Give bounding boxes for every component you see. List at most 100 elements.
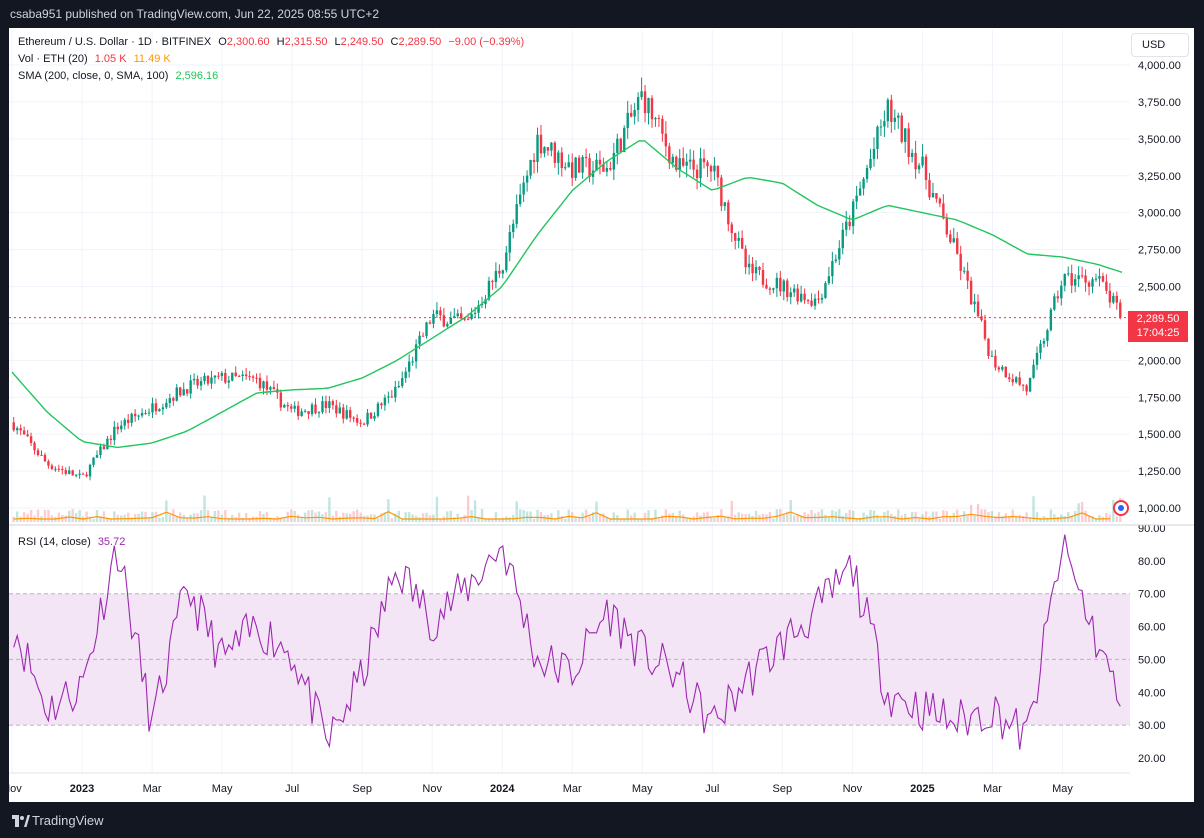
candle-body (338, 407, 341, 414)
candle-body (848, 221, 851, 227)
publisher-bar: csaba951 published on TradingView.com, J… (0, 0, 1204, 28)
candle-body (983, 320, 987, 339)
rsi-tick-label: 30.00 (1138, 720, 1166, 732)
volume-bar (1008, 517, 1011, 522)
volume-bar (869, 509, 872, 522)
sma-label[interactable]: SMA (200, close, 0, SMA, 100) (18, 70, 169, 82)
volume-bar (335, 510, 338, 522)
candle-body (772, 288, 775, 290)
rsi-axis[interactable]: 90.00 80.00 70.00 60.00 50.00 40.00 30.00 20.00 (1138, 523, 1166, 765)
volume-bar (88, 516, 92, 522)
low-value: 2,249.50 (340, 36, 384, 48)
volume-bar (161, 517, 165, 522)
candle-body (626, 112, 629, 128)
candle-body (85, 474, 88, 477)
candle-body (439, 310, 442, 316)
candle-body (109, 438, 113, 440)
volume-bar (695, 512, 699, 522)
volume-bar (1115, 516, 1118, 522)
candle-body (924, 156, 928, 181)
candle-body (342, 407, 345, 419)
candle-body (151, 403, 154, 413)
volume-bar (480, 509, 484, 522)
volume-bar (203, 495, 206, 522)
volume-legend: Vol · ETH (20) 1.05 K 11.49 K (18, 52, 171, 66)
volume-scale-icon[interactable] (1113, 500, 1129, 516)
candle-body (612, 152, 616, 170)
candle-body (244, 374, 248, 377)
candle-body (1077, 275, 1080, 280)
candle-body (997, 367, 1001, 370)
price-axis[interactable]: 4,000.00 3,750.00 3,500.00 3,250.00 3,000.00… (1138, 60, 1181, 515)
volume-bar (449, 510, 452, 522)
volume-bar (1091, 516, 1094, 522)
candle-body (508, 232, 511, 253)
candle-body (168, 398, 172, 403)
volume-bar (935, 511, 938, 522)
price-tick-label: 4,000.00 (1138, 60, 1181, 72)
volume-bar (647, 510, 650, 522)
time-tick-label: May (1052, 783, 1073, 795)
candle-body (588, 158, 591, 177)
volume-bar (851, 510, 855, 522)
candle-body (1018, 377, 1021, 385)
volume-bar (29, 509, 33, 522)
candle-body (661, 118, 664, 134)
candle-body (824, 283, 827, 298)
candle-body (692, 159, 695, 170)
price-tick-label: 1,250.00 (1138, 466, 1181, 478)
candle-body (248, 376, 251, 378)
tradingview-logo-icon[interactable] (12, 815, 30, 827)
candle-body (945, 218, 949, 235)
volume-bar (862, 512, 865, 522)
currency-button[interactable]: USD (1131, 33, 1189, 57)
candle-body (629, 112, 633, 117)
candle-body (623, 127, 626, 153)
candle-body (238, 375, 241, 377)
candle-body (827, 276, 831, 284)
volume-bar (786, 511, 789, 522)
candle-body (446, 323, 449, 327)
candle-body (54, 468, 57, 470)
candle-body (900, 115, 903, 142)
candle-body (1105, 281, 1108, 291)
time-tick-label: Mar (983, 783, 1002, 795)
volume-bar (938, 518, 942, 522)
candle-body (727, 202, 730, 225)
volume-bar (962, 511, 966, 522)
candle-body (907, 128, 910, 157)
candle-body (779, 277, 782, 292)
footer-brand[interactable]: TradingView (32, 813, 104, 828)
candle-body (820, 297, 824, 300)
candle-body (518, 194, 522, 205)
candle-body (387, 396, 390, 398)
sma-line (11, 140, 1123, 449)
candle-body (786, 280, 789, 298)
candle-body (640, 91, 643, 98)
candle-body (633, 109, 636, 117)
candle-body (418, 335, 421, 345)
candle-body (158, 409, 161, 412)
volume-bar (949, 517, 952, 522)
price-tick-label: 2,750.00 (1138, 245, 1181, 257)
volume-label[interactable]: Vol · ETH (20) (18, 53, 88, 65)
volume-bar (140, 511, 144, 522)
candle-body (581, 156, 584, 173)
candle-body (102, 446, 106, 450)
time-axis[interactable]: Nov 2023 Mar May Jul Sep Nov 2024 Mar May Jul Sep No… (2, 783, 1073, 795)
candle-body (220, 372, 224, 377)
volume-bar (1028, 517, 1032, 522)
high-label: H (276, 36, 285, 48)
price-tick-label: 2,000.00 (1138, 355, 1181, 367)
candle-body (959, 253, 962, 271)
candle-body (255, 377, 258, 379)
candle-body (1004, 366, 1007, 378)
rsi-label[interactable]: RSI (14, close) (18, 536, 91, 548)
volume-bar (338, 516, 341, 522)
candle-body (16, 428, 19, 431)
volume-bar (959, 517, 962, 522)
volume-bar (466, 495, 470, 522)
symbol-title[interactable]: Ethereum / U.S. Dollar · 1D · BITFINEX (18, 36, 212, 48)
volume-bar (1073, 511, 1077, 522)
